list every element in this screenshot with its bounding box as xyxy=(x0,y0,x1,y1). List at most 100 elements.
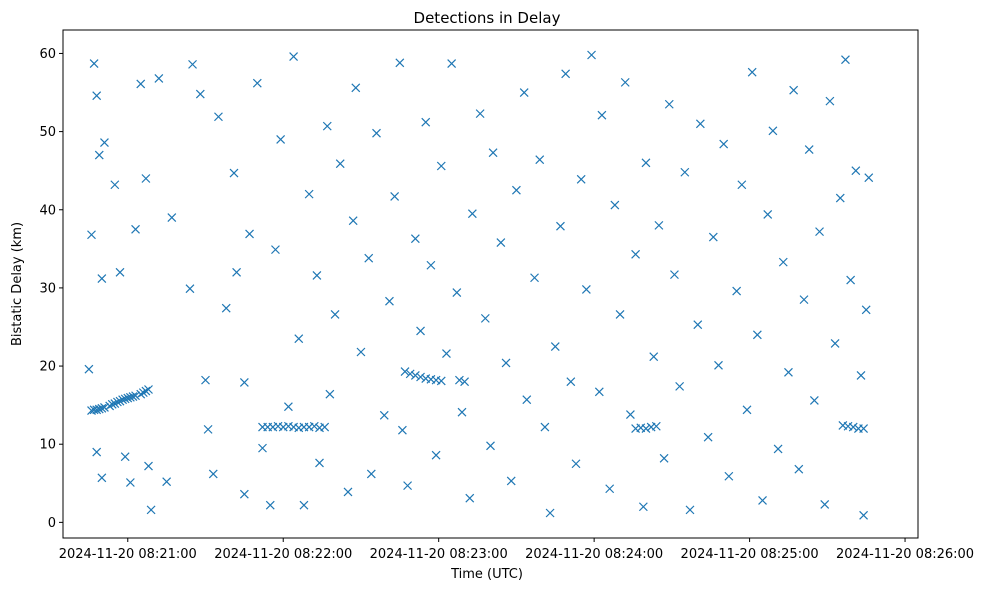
data-point xyxy=(123,393,133,403)
data-point xyxy=(107,399,117,409)
data-point xyxy=(670,270,679,280)
data-point xyxy=(125,478,135,487)
data-point xyxy=(289,52,299,61)
data-point xyxy=(366,469,376,479)
data-point xyxy=(789,85,799,95)
y-axis: 0 10 20 30 40 50 60 xyxy=(39,47,63,531)
data-point xyxy=(118,395,128,405)
data-point xyxy=(465,493,475,503)
data-point xyxy=(615,310,625,319)
data-point xyxy=(312,270,322,280)
data-point xyxy=(540,422,550,432)
data-point xyxy=(87,230,96,240)
data-point xyxy=(732,286,742,296)
data-point xyxy=(335,159,345,169)
data-point xyxy=(325,389,335,399)
data-point xyxy=(322,121,332,131)
chart-title: Detections in Delay xyxy=(414,9,561,27)
data-point xyxy=(809,396,819,405)
data-point xyxy=(620,77,630,87)
data-point xyxy=(778,257,788,267)
data-point xyxy=(784,367,793,377)
data-point xyxy=(84,364,94,374)
data-point xyxy=(506,476,516,486)
data-point xyxy=(283,402,293,412)
data-point xyxy=(405,369,415,379)
data-point xyxy=(773,444,783,454)
data-point xyxy=(561,69,571,79)
data-point xyxy=(136,389,146,399)
data-point xyxy=(457,407,467,417)
data-point xyxy=(859,510,869,520)
data-point xyxy=(825,96,835,106)
data-point xyxy=(131,391,140,401)
data-point xyxy=(426,260,436,270)
data-point xyxy=(454,375,464,385)
data-point xyxy=(276,134,286,144)
y-tick-label: 0 xyxy=(48,516,56,531)
y-tick-label: 40 xyxy=(39,203,56,218)
data-point xyxy=(587,50,596,60)
data-point xyxy=(695,119,705,129)
data-point xyxy=(685,505,695,515)
data-point xyxy=(201,375,210,385)
data-point xyxy=(742,405,752,415)
data-point xyxy=(416,326,425,336)
data-point xyxy=(395,58,405,68)
data-point xyxy=(675,381,685,391)
data-point xyxy=(294,334,304,344)
data-point xyxy=(258,443,267,453)
data-point xyxy=(594,387,604,397)
data-point xyxy=(356,347,366,357)
x-tick-label: 2024-11-20 08:22:00 xyxy=(214,547,352,562)
data-point xyxy=(664,99,674,109)
data-point xyxy=(799,295,809,305)
data-point xyxy=(851,166,861,176)
data-point xyxy=(92,91,102,101)
x-axis: 2024-11-20 08:21:00 2024-11-20 08:22:00 20… xyxy=(59,538,974,562)
data-point xyxy=(566,377,576,387)
data-point xyxy=(737,180,747,190)
data-point xyxy=(719,139,729,149)
data-point xyxy=(309,421,319,431)
data-point xyxy=(410,371,420,380)
data-point xyxy=(97,473,107,483)
data-point xyxy=(162,477,172,487)
data-point xyxy=(421,117,431,127)
data-point xyxy=(154,74,164,83)
data-point xyxy=(146,505,156,515)
data-point xyxy=(239,489,249,499)
data-point xyxy=(659,453,669,463)
data-point xyxy=(638,502,648,512)
data-point xyxy=(115,396,125,406)
data-point xyxy=(136,79,146,89)
data-point xyxy=(496,238,506,248)
data-point xyxy=(400,367,410,376)
data-point xyxy=(203,424,213,434)
data-point xyxy=(703,432,713,442)
data-point xyxy=(221,303,231,313)
data-point xyxy=(460,377,470,387)
data-point xyxy=(550,342,560,351)
data-point xyxy=(110,399,120,408)
data-point xyxy=(141,386,151,396)
y-tick-label: 10 xyxy=(39,438,56,453)
data-point xyxy=(100,138,109,147)
data-point xyxy=(654,220,664,230)
data-point xyxy=(97,274,107,283)
data-point xyxy=(747,67,757,77)
data-point xyxy=(447,59,457,69)
data-point xyxy=(830,338,840,348)
data-point xyxy=(271,245,280,255)
data-point xyxy=(214,112,223,122)
data-point xyxy=(385,296,394,306)
data-point xyxy=(167,213,177,222)
data-point xyxy=(397,425,407,435)
data-point xyxy=(724,471,734,481)
data-point xyxy=(416,372,425,382)
data-point xyxy=(185,284,195,294)
data-point xyxy=(794,464,804,474)
data-point xyxy=(304,189,314,199)
x-tick-label: 2024-11-20 08:23:00 xyxy=(370,547,508,562)
